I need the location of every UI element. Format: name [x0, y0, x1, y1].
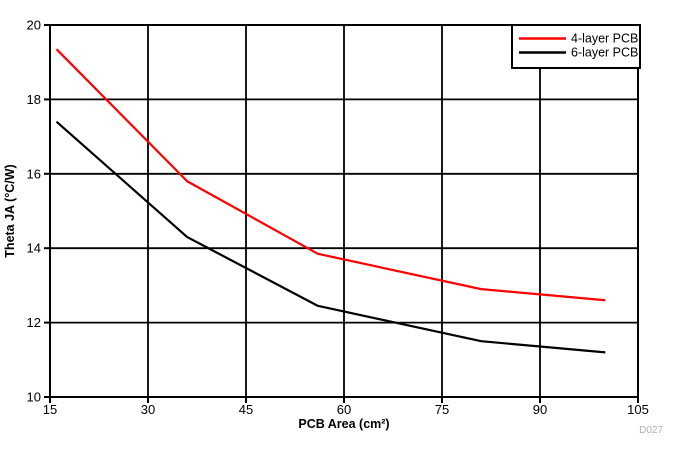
x-axis-title: PCB Area (cm²): [298, 417, 389, 431]
y-axis-title: Theta JA (°C/W): [3, 164, 17, 257]
y-tick-labels: 10 12 14 16 18 20: [27, 18, 41, 405]
x-tick-label-30: 30: [141, 402, 155, 417]
legend-label-6-layer-pcb: 6-layer PCB: [571, 46, 638, 60]
series-line-6-layer-pcb: [55, 120, 606, 354]
axis-ticks: [44, 24, 639, 403]
gridlines: [50, 25, 638, 397]
x-tick-label-15: 15: [43, 402, 57, 417]
y-tick-label-16: 16: [27, 166, 41, 181]
x-tick-label-75: 75: [435, 402, 449, 417]
x-tick-label-60: 60: [337, 402, 351, 417]
legend-label-4-layer-pcb: 4-layer PCB: [571, 32, 638, 46]
y-tick-label-10: 10: [27, 390, 41, 405]
plot-id-watermark: D027: [639, 425, 663, 436]
x-tick-label-90: 90: [533, 402, 547, 417]
y-tick-label-14: 14: [27, 241, 41, 256]
x-tick-label-45: 45: [239, 402, 253, 417]
data-series: [55, 48, 606, 354]
legend: 4-layer PCB 6-layer PCB: [511, 24, 641, 69]
series-line-4-layer-pcb: [55, 48, 606, 302]
y-tick-label-18: 18: [27, 92, 41, 107]
legend-box: [511, 24, 641, 69]
y-tick-label-12: 12: [27, 315, 41, 330]
x-tick-label-105: 105: [627, 402, 649, 417]
y-tick-label-20: 20: [27, 18, 41, 33]
x-tick-labels: 15 30 45 60 75 90 105: [43, 402, 649, 417]
